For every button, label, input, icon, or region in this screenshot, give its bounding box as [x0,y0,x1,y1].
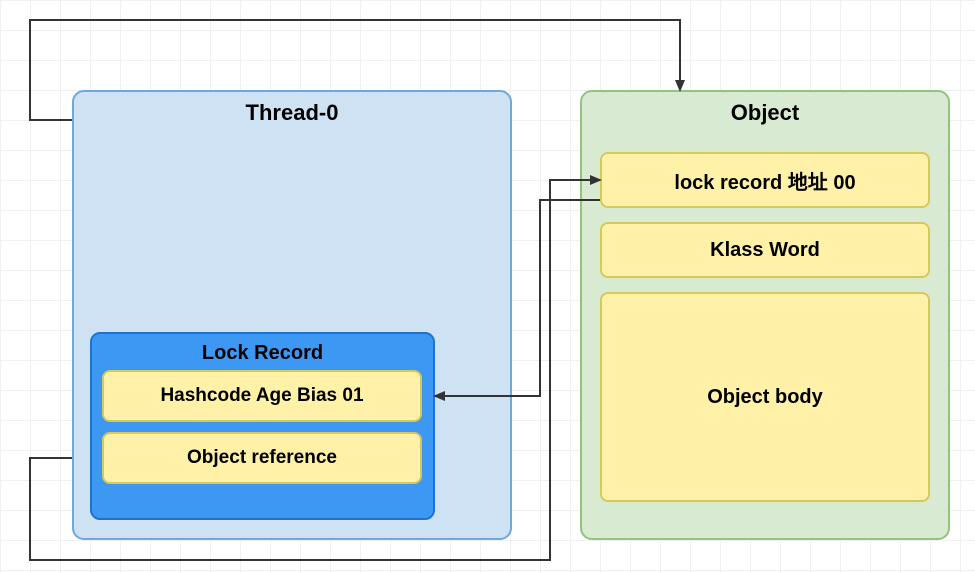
lock-record-title: Lock Record [92,334,433,365]
lock-record-field-markword: Hashcode Age Bias 01 [102,370,422,422]
lock-record-field-objref: Object reference [102,432,422,484]
object-field-klass-word: Klass Word [600,222,930,278]
thread-title: Thread-0 [74,92,510,126]
object-field-body: Object body [600,292,930,502]
lock-record-container: Lock Record [90,332,435,520]
object-field-lockrecord-addr: lock record 地址 00 [600,152,930,208]
object-title: Object [582,92,948,126]
